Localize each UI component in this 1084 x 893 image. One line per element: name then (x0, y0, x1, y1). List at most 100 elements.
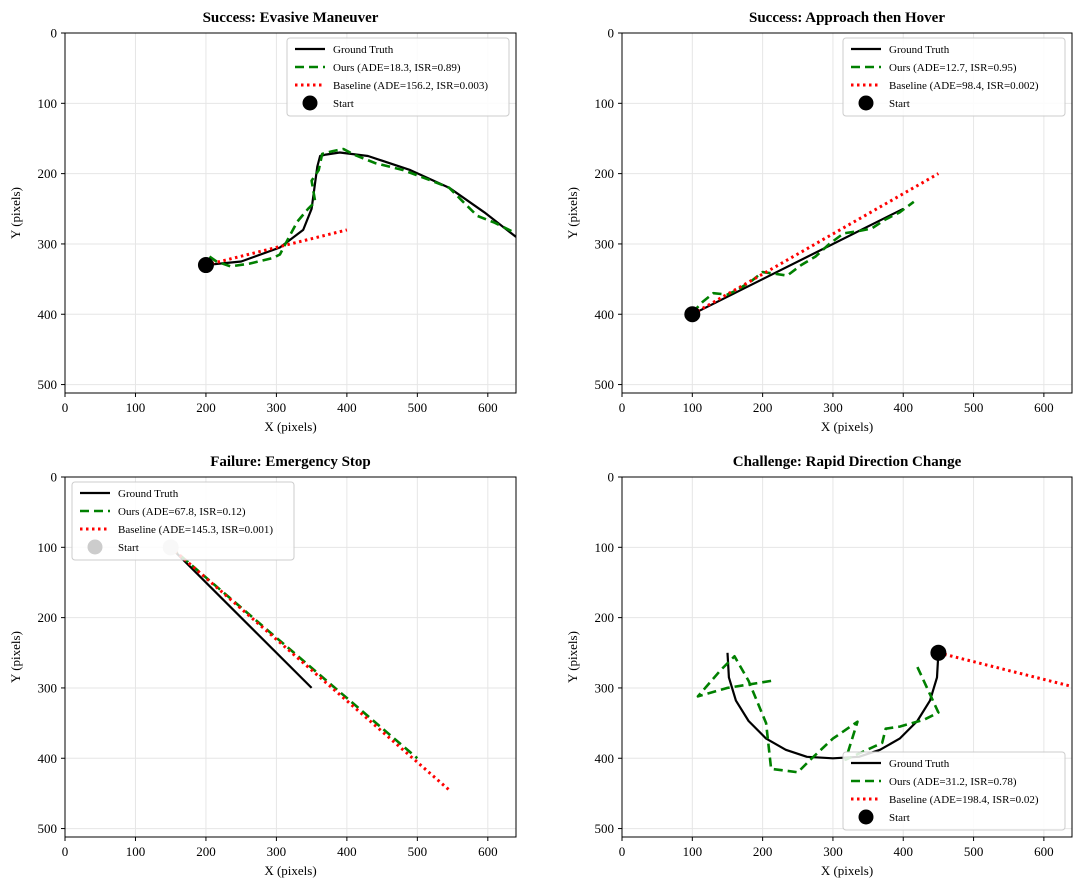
start-marker (197, 257, 214, 274)
series-line-dotted (205, 228, 348, 267)
x-tick-label: 200 (196, 844, 216, 859)
x-tick-label: 500 (964, 844, 984, 859)
chart-title: Success: Approach then Hover (749, 10, 945, 26)
legend-label: Ours (ADE=12.7, ISR=0.95) (889, 62, 1017, 74)
legend-label: Baseline (ADE=145.3, ISR=0.001) (118, 524, 273, 536)
y-axis-label: Y (pixels) (565, 187, 580, 239)
legend: Ground Truth Ours (ADE=12.7, ISR=0.95) Bas… (842, 37, 1066, 117)
chart-panel-3: 0 100 200 300 400 500 600 0 100 200 300 400 500 Failu… (8, 454, 517, 878)
series-line-dashed (691, 200, 915, 314)
y-axis-label: Y (pixels) (8, 187, 23, 239)
x-tick-label: 0 (619, 844, 626, 859)
x-tick-label: 600 (478, 400, 498, 415)
axes-frame (64, 32, 517, 394)
series-line-dashed (696, 654, 940, 774)
y-axis-label: Y (pixels) (565, 631, 580, 683)
x-axis-label: X (pixels) (821, 863, 873, 878)
x-tick-label: 400 (337, 844, 357, 859)
y-tick-label: 0 (51, 26, 58, 41)
y-tick-label: 0 (608, 26, 615, 41)
x-tick-label: 600 (1034, 844, 1054, 859)
series-line-dashed (208, 147, 516, 268)
x-tick-label: 500 (408, 400, 428, 415)
legend-marker (302, 95, 318, 111)
legend-label: Ours (ADE=67.8, ISR=0.12) (118, 506, 246, 518)
y-tick-label: 500 (595, 821, 615, 836)
y-tick-label: 500 (38, 377, 58, 392)
plot-area (696, 651, 1072, 774)
x-tick-label: 200 (196, 400, 216, 415)
y-tick-label: 0 (608, 470, 615, 485)
legend-label: Start (118, 542, 139, 554)
y-tick-label: 300 (38, 680, 58, 695)
chart-title: Success: Evasive Maneuver (203, 10, 379, 26)
axes-frame (621, 32, 1073, 394)
legend-label: Start (333, 98, 354, 110)
x-tick-label: 0 (62, 400, 69, 415)
legend-box (71, 481, 295, 561)
series-line-solid (169, 546, 313, 689)
y-tick-label: 200 (38, 166, 58, 181)
x-tick-label: 400 (894, 844, 914, 859)
series-line-solid (726, 652, 940, 760)
y-tick-label: 100 (595, 96, 615, 111)
x-tick-label: 600 (478, 844, 498, 859)
y-tick-label: 100 (595, 540, 615, 555)
x-tick-label: 500 (964, 400, 984, 415)
legend: Ground Truth Ours (ADE=31.2, ISR=0.78) Bas… (842, 751, 1066, 831)
legend-label: Ground Truth (333, 44, 394, 56)
legend-label: Baseline (ADE=98.4, ISR=0.002) (889, 80, 1039, 92)
legend-marker (858, 95, 874, 111)
chart-panel-4: 0 100 200 300 400 500 600 0 100 200 300 400 500 Chall… (565, 454, 1073, 878)
plot-area (169, 546, 451, 792)
start-marker (684, 306, 701, 323)
chart-panel-2: 0 100 200 300 400 500 600 0 100 200 300 400 500 Succe… (565, 10, 1073, 434)
legend-marker (87, 539, 103, 555)
legend-label: Ours (ADE=18.3, ISR=0.89) (333, 62, 461, 74)
x-tick-label: 300 (823, 844, 843, 859)
series-line-dotted (938, 651, 1072, 688)
y-tick-label: 400 (595, 307, 615, 322)
y-tick-label: 300 (38, 236, 58, 251)
y-tick-label: 300 (595, 680, 615, 695)
series-line-dotted (691, 172, 940, 316)
x-tick-label: 500 (408, 844, 428, 859)
axes-frame (64, 476, 517, 838)
legend: Ground Truth Ours (ADE=67.8, ISR=0.12) Bas… (71, 481, 295, 561)
legend-marker (858, 809, 874, 825)
y-tick-label: 0 (51, 470, 58, 485)
y-tick-label: 300 (595, 236, 615, 251)
legend-label: Ground Truth (889, 758, 950, 770)
x-tick-label: 600 (1034, 400, 1054, 415)
legend-label: Baseline (ADE=156.2, ISR=0.003) (333, 80, 488, 92)
x-tick-label: 300 (267, 844, 287, 859)
legend-label: Ours (ADE=31.2, ISR=0.78) (889, 776, 1017, 788)
legend-box (842, 751, 1066, 831)
y-tick-label: 100 (38, 96, 58, 111)
legend-box (842, 37, 1066, 117)
y-tick-label: 200 (595, 166, 615, 181)
y-tick-label: 400 (595, 751, 615, 766)
y-tick-label: 100 (38, 540, 58, 555)
y-tick-label: 200 (38, 610, 58, 625)
x-tick-label: 400 (894, 400, 914, 415)
x-tick-label: 300 (267, 400, 287, 415)
chart-title: Failure: Emergency Stop (210, 454, 371, 470)
chart-panel-1: 0 100 200 300 400 500 600 0 100 200 300 400 500 Succe… (8, 10, 517, 434)
x-tick-label: 100 (126, 400, 146, 415)
x-tick-label: 0 (619, 400, 626, 415)
legend-label: Ground Truth (118, 488, 179, 500)
plot-area (691, 172, 940, 316)
y-axis-label: Y (pixels) (8, 631, 23, 683)
legend-label: Baseline (ADE=198.4, ISR=0.02) (889, 794, 1039, 806)
legend-label: Start (889, 812, 910, 824)
x-tick-label: 100 (683, 400, 703, 415)
legend-box (286, 37, 510, 117)
y-tick-label: 200 (595, 610, 615, 625)
plot-area (205, 147, 516, 268)
x-tick-label: 200 (753, 844, 773, 859)
x-tick-label: 0 (62, 844, 69, 859)
x-tick-label: 400 (337, 400, 357, 415)
legend-label: Start (889, 98, 910, 110)
x-axis-label: X (pixels) (264, 863, 316, 878)
